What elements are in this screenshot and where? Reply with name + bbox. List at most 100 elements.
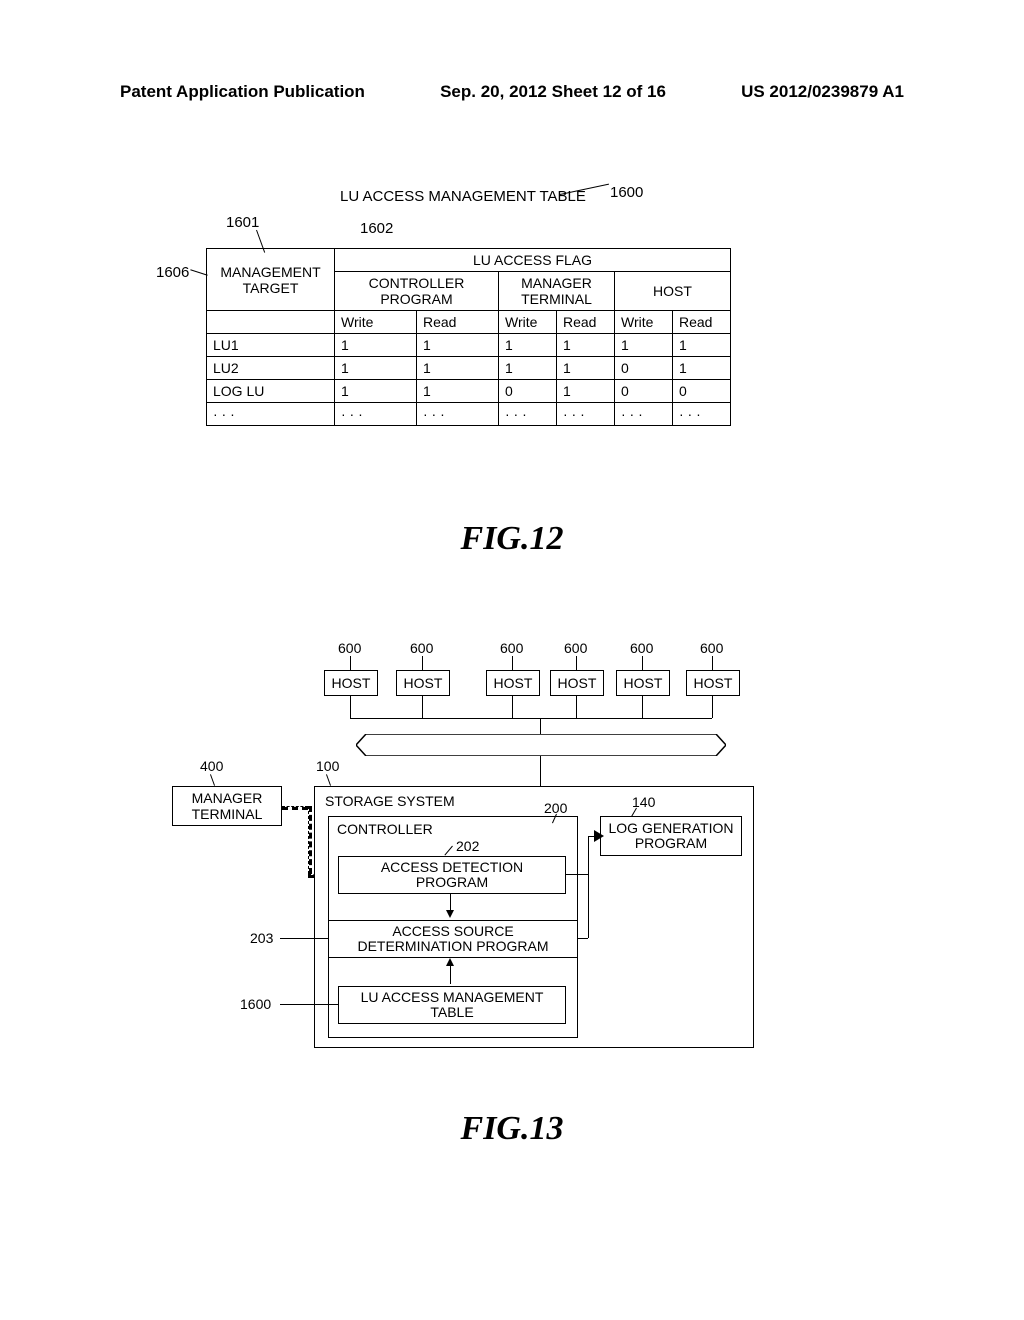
connector-line xyxy=(540,756,541,788)
log-generation-box: LOG GENERATION PROGRAM xyxy=(600,816,742,856)
connector-line xyxy=(576,696,577,718)
ref-600: 600 xyxy=(564,640,587,656)
cell-target: LU1 xyxy=(207,334,335,357)
controller-label: CONTROLLER xyxy=(337,821,433,837)
cell: · · · xyxy=(673,403,731,426)
cell: 1 xyxy=(499,334,557,357)
table-row: LOG LU 1 1 0 1 0 0 xyxy=(207,380,731,403)
ref-600: 600 xyxy=(410,640,433,656)
host-box: HOST xyxy=(616,670,670,696)
header-left: Patent Application Publication xyxy=(120,82,365,102)
ref-203: 203 xyxy=(250,930,273,946)
table-row: · · · · · · · · · · · · · · · · · · · · … xyxy=(207,403,731,426)
ref-600: 600 xyxy=(630,640,653,656)
connector-line xyxy=(422,696,423,718)
ref-1600: 1600 xyxy=(240,996,271,1012)
table-wr-row: Write Read Write Read Write Read xyxy=(207,311,731,334)
cell: 0 xyxy=(615,380,673,403)
col-read: Read xyxy=(417,311,499,334)
connector-line xyxy=(566,874,588,875)
cell: 1 xyxy=(335,334,417,357)
cell: 0 xyxy=(673,380,731,403)
cell: 0 xyxy=(615,357,673,380)
ref-1602: 1602 xyxy=(360,220,393,237)
manager-terminal-box: MANAGER TERMINAL xyxy=(172,786,282,826)
connector-line xyxy=(642,696,643,718)
leader-line xyxy=(210,774,215,786)
cell: 1 xyxy=(673,334,731,357)
col-write: Write xyxy=(615,311,673,334)
storage-system-label: STORAGE SYSTEM xyxy=(325,793,455,809)
connector-line xyxy=(450,966,451,984)
cell-target: LU2 xyxy=(207,357,335,380)
cell: 1 xyxy=(615,334,673,357)
lu-table-box: LU ACCESS MANAGEMENT TABLE xyxy=(338,986,566,1024)
lu-access-table: MANAGEMENT TARGET LU ACCESS FLAG CONTROL… xyxy=(206,248,731,426)
cell: · · · xyxy=(499,403,557,426)
header-center: Sep. 20, 2012 Sheet 12 of 16 xyxy=(440,82,666,102)
bus-icon xyxy=(356,734,726,756)
connector-line xyxy=(512,696,513,718)
host-box: HOST xyxy=(396,670,450,696)
cell: 1 xyxy=(557,334,615,357)
ref-1601: 1601 xyxy=(226,214,259,231)
cell: 1 xyxy=(417,380,499,403)
dashed-connector xyxy=(282,806,308,810)
cell: 1 xyxy=(417,334,499,357)
ref-202: 202 xyxy=(456,838,479,854)
table-row: LU2 1 1 1 1 0 1 xyxy=(207,357,731,380)
connector-line xyxy=(350,696,351,718)
figure-13: 600 HOST 600 HOST 600 HOST 600 HOST 600 … xyxy=(160,630,860,1070)
bus-top-line xyxy=(350,718,712,719)
col-management-target: MANAGEMENT TARGET xyxy=(207,249,335,311)
dashed-connector xyxy=(308,806,312,874)
host-box: HOST xyxy=(486,670,540,696)
ref-600: 600 xyxy=(338,640,361,656)
connector-line xyxy=(578,938,588,939)
leader-line xyxy=(280,1004,338,1005)
ref-600: 600 xyxy=(700,640,723,656)
col-read: Read xyxy=(557,311,615,334)
connector-line xyxy=(588,836,589,938)
arrow-down-icon xyxy=(446,910,454,918)
host-box: HOST xyxy=(686,670,740,696)
col-controller-program: CONTROLLER PROGRAM xyxy=(335,272,499,311)
cell: 1 xyxy=(335,380,417,403)
table-title: LU ACCESS MANAGEMENT TABLE xyxy=(340,188,586,205)
figure-13-caption: FIG.13 xyxy=(461,1110,564,1148)
cell: 1 xyxy=(557,380,615,403)
page-header: Patent Application Publication Sep. 20, … xyxy=(0,82,1024,102)
cell: · · · xyxy=(335,403,417,426)
col-write: Write xyxy=(335,311,417,334)
ref-400: 400 xyxy=(200,758,223,774)
arrow-up-icon xyxy=(446,958,454,966)
arrow-right-icon xyxy=(594,830,604,842)
cell: 0 xyxy=(499,380,557,403)
cell: · · · xyxy=(615,403,673,426)
cell: 1 xyxy=(335,357,417,380)
ref-600: 600 xyxy=(500,640,523,656)
figure-12-caption: FIG.12 xyxy=(461,520,564,558)
col-lu-access-flag: LU ACCESS FLAG xyxy=(335,249,731,272)
cell: 1 xyxy=(417,357,499,380)
table-header-row: MANAGEMENT TARGET LU ACCESS FLAG xyxy=(207,249,731,272)
cell-target: · · · xyxy=(207,403,335,426)
leader-line xyxy=(280,938,328,939)
cell-target: LOG LU xyxy=(207,380,335,403)
ref-1600: 1600 xyxy=(610,184,643,201)
access-source-box: ACCESS SOURCE DETERMINATION PROGRAM xyxy=(328,920,578,958)
host-box: HOST xyxy=(324,670,378,696)
cell: · · · xyxy=(557,403,615,426)
col-host: HOST xyxy=(615,272,731,311)
table-row: LU1 1 1 1 1 1 1 xyxy=(207,334,731,357)
connector-line xyxy=(540,718,541,734)
connector-line xyxy=(712,696,713,718)
cell: 1 xyxy=(499,357,557,380)
host-box: HOST xyxy=(550,670,604,696)
cell: 1 xyxy=(557,357,615,380)
leader-line xyxy=(326,774,331,786)
col-manager-terminal: MANAGER TERMINAL xyxy=(499,272,615,311)
col-read: Read xyxy=(673,311,731,334)
access-detection-box: ACCESS DETECTION PROGRAM xyxy=(338,856,566,894)
cell: 1 xyxy=(673,357,731,380)
